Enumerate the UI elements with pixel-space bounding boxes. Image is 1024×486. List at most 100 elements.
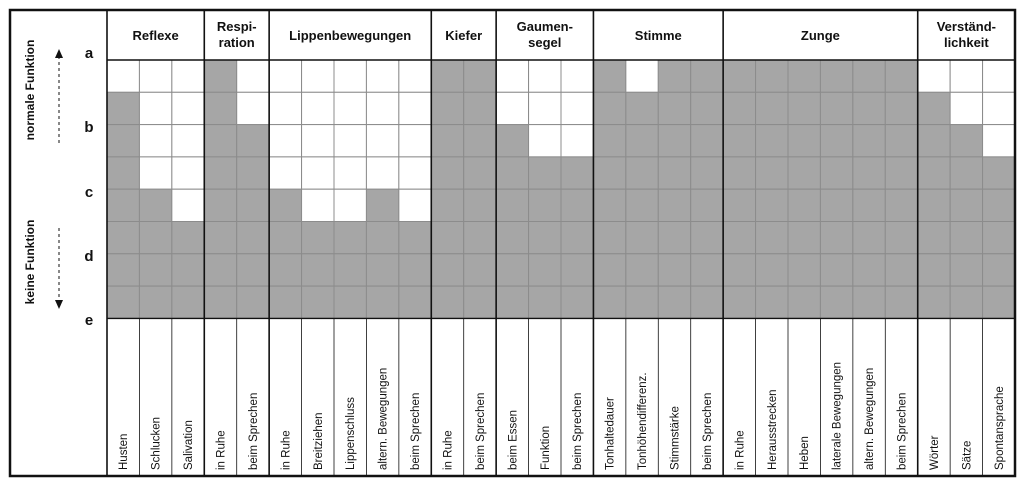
- filled-cell: [430, 188, 465, 222]
- filled-cell: [106, 91, 140, 126]
- filled-cell: [560, 285, 594, 319]
- filled-cell: [268, 188, 303, 222]
- filled-cell: [592, 91, 627, 126]
- filled-cell: [690, 124, 724, 158]
- filled-cell: [171, 253, 205, 287]
- filled-cell: [819, 59, 854, 93]
- filled-cell: [333, 221, 367, 255]
- filled-cell: [333, 285, 367, 319]
- empty-cell: [171, 124, 205, 158]
- empty-cell: [333, 59, 367, 93]
- filled-cell: [657, 221, 692, 255]
- filled-cell: [884, 285, 919, 319]
- filled-cell: [657, 91, 692, 126]
- empty-cell: [171, 91, 205, 126]
- filled-cell: [106, 253, 140, 287]
- empty-cell: [333, 91, 367, 126]
- empty-cell: [138, 59, 173, 93]
- filled-cell: [333, 253, 367, 287]
- filled-cell: [495, 285, 530, 319]
- empty-cell: [268, 124, 303, 158]
- filled-cell: [528, 156, 562, 190]
- empty-cell: [560, 124, 594, 158]
- filled-cell: [495, 221, 530, 255]
- filled-cell: [463, 91, 497, 126]
- filled-cell: [203, 188, 238, 222]
- empty-cell: [365, 156, 400, 190]
- filled-cell: [819, 124, 854, 158]
- empty-cell: [982, 91, 1016, 126]
- empty-cell: [949, 91, 984, 126]
- filled-cell: [171, 221, 205, 255]
- filled-cell: [365, 285, 400, 319]
- filled-cell: [819, 253, 854, 287]
- empty-cell: [171, 188, 205, 222]
- column-label: beim Sprechen: [572, 393, 584, 470]
- column-label: Tonhöhendifferenz.: [637, 372, 649, 470]
- column-label: in Ruhe: [734, 430, 746, 470]
- filled-cell: [463, 285, 497, 319]
- level-label: e: [85, 312, 93, 329]
- filled-cell: [819, 91, 854, 126]
- filled-cell: [917, 221, 951, 255]
- filled-cell: [755, 59, 789, 93]
- filled-cell: [722, 156, 757, 190]
- filled-cell: [657, 188, 692, 222]
- group-header: Lippenbewegungen: [289, 28, 411, 43]
- column-label: Sätze: [961, 441, 973, 470]
- column-label: Breitziehen: [313, 412, 325, 470]
- filled-cell: [982, 221, 1016, 255]
- filled-cell: [852, 59, 886, 93]
- filled-cell: [203, 156, 238, 190]
- filled-cell: [625, 188, 659, 222]
- filled-cell: [722, 285, 757, 319]
- filled-cell: [755, 156, 789, 190]
- column-label: Salivation: [183, 420, 195, 470]
- arrow-down-head: [55, 300, 63, 309]
- group-header: segel: [528, 35, 561, 50]
- filled-cell: [982, 253, 1016, 287]
- filled-cell: [690, 91, 724, 126]
- filled-cell: [398, 221, 432, 255]
- filled-cell: [236, 285, 270, 319]
- filled-cell: [463, 188, 497, 222]
- filled-cell: [463, 253, 497, 287]
- filled-cell: [528, 253, 562, 287]
- filled-cell: [592, 124, 627, 158]
- group-header: lichkeit: [944, 35, 989, 50]
- filled-cell: [917, 156, 951, 190]
- group-header: Gaumen-: [517, 19, 573, 34]
- empty-cell: [982, 59, 1016, 93]
- level-label: c: [85, 184, 93, 201]
- empty-cell: [268, 59, 303, 93]
- filled-cell: [884, 221, 919, 255]
- filled-cell: [430, 59, 465, 93]
- filled-cell: [949, 285, 984, 319]
- filled-cell: [917, 188, 951, 222]
- filled-cell: [982, 156, 1016, 190]
- empty-cell: [365, 124, 400, 158]
- filled-cell: [917, 124, 951, 158]
- filled-cell: [138, 188, 173, 222]
- arrow-up-head: [55, 49, 63, 58]
- filled-cell: [592, 221, 627, 255]
- filled-cell: [592, 59, 627, 93]
- filled-cell: [852, 221, 886, 255]
- column-label: in Ruhe: [216, 430, 228, 470]
- empty-cell: [528, 124, 562, 158]
- filled-cell: [819, 221, 854, 255]
- empty-cell: [982, 124, 1016, 158]
- filled-cell: [430, 91, 465, 126]
- column-label: in Ruhe: [443, 430, 455, 470]
- filled-cell: [398, 253, 432, 287]
- empty-cell: [301, 188, 335, 222]
- filled-cell: [690, 253, 724, 287]
- filled-cell: [592, 188, 627, 222]
- filled-cell: [625, 91, 659, 126]
- empty-cell: [528, 91, 562, 126]
- filled-cell: [365, 253, 400, 287]
- filled-cell: [852, 91, 886, 126]
- chart-frame: [8, 8, 1017, 478]
- empty-cell: [398, 59, 432, 93]
- filled-cell: [852, 124, 886, 158]
